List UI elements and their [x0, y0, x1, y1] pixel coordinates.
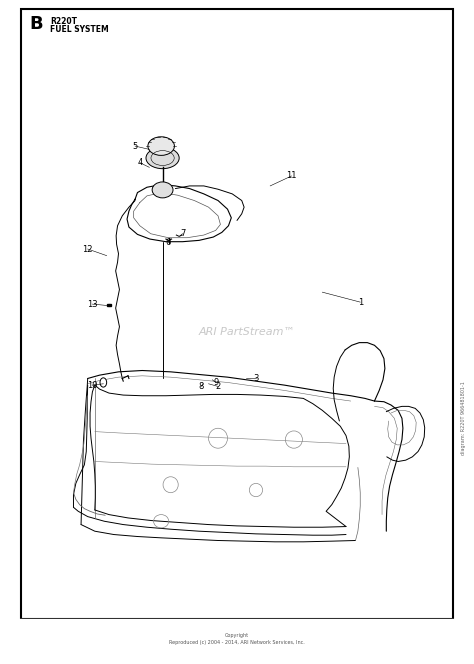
Text: 4: 4 — [137, 158, 143, 167]
Text: 10: 10 — [87, 380, 98, 390]
Text: 11: 11 — [286, 171, 297, 181]
Circle shape — [100, 378, 107, 387]
Text: 12: 12 — [82, 244, 93, 254]
Text: Copyright
Reproduced (c) 2004 - 2014, ARI Network Services, Inc.: Copyright Reproduced (c) 2004 - 2014, AR… — [169, 633, 305, 645]
Text: 1: 1 — [357, 297, 363, 307]
Ellipse shape — [146, 147, 179, 169]
Text: 3: 3 — [253, 374, 259, 383]
Text: ARI PartStream™: ARI PartStream™ — [198, 327, 295, 337]
Text: 7: 7 — [180, 229, 185, 238]
Text: 8: 8 — [199, 382, 204, 391]
Text: diagram: R220T 966481801-1: diagram: R220T 966481801-1 — [461, 381, 466, 456]
Text: 6: 6 — [165, 238, 171, 247]
Text: FUEL SYSTEM: FUEL SYSTEM — [50, 25, 109, 35]
Text: 13: 13 — [87, 299, 98, 309]
Text: 5: 5 — [132, 141, 138, 151]
Text: R220T: R220T — [50, 17, 77, 27]
Text: 9: 9 — [213, 378, 219, 387]
Bar — [0, 619, 474, 664]
Ellipse shape — [152, 182, 173, 198]
Ellipse shape — [148, 137, 174, 155]
Text: 2: 2 — [215, 382, 221, 391]
Text: B: B — [30, 15, 44, 33]
